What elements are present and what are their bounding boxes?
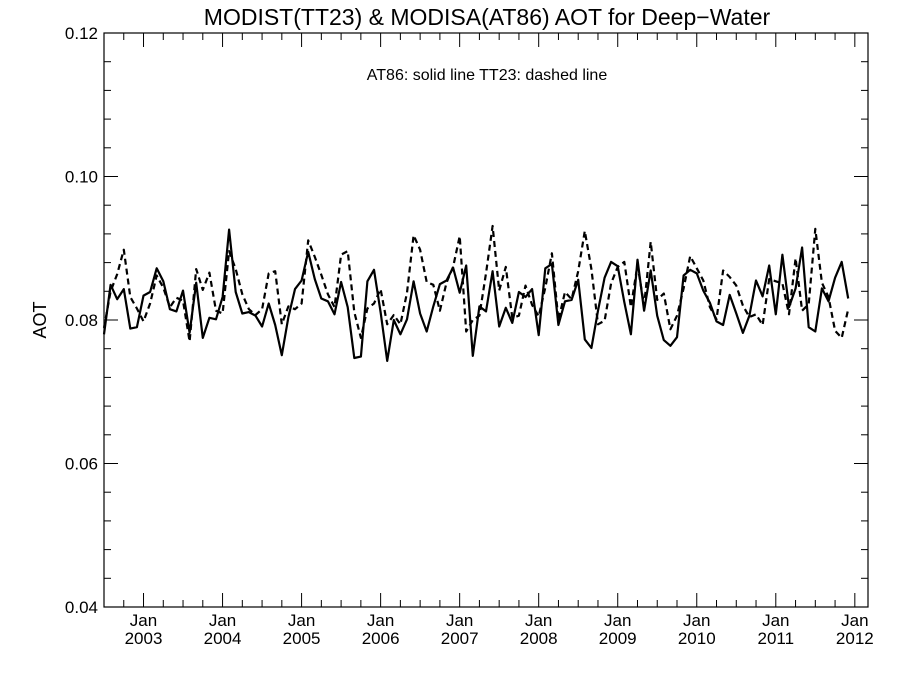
x-tick-label-month: Jan (525, 611, 552, 630)
series-tt23-line (102, 224, 850, 343)
x-tick-label-month: Jan (367, 611, 394, 630)
x-tick-label-month: Jan (446, 611, 473, 630)
x-tick-label-year: 2005 (283, 629, 321, 648)
series-layer (102, 224, 850, 362)
chart-title: MODIST(TT23) & MODISA(AT86) AOT for Deep… (204, 4, 771, 30)
axes: 0.040.060.080.100.12Jan2003Jan2004Jan200… (65, 24, 874, 648)
y-tick-label: 0.08 (65, 311, 98, 330)
x-tick-label-month: Jan (604, 611, 631, 630)
legend-annotation: AT86: solid line TT23: dashed line (367, 67, 608, 84)
x-tick-label-year: 2009 (599, 629, 637, 648)
x-tick-label-month: Jan (130, 611, 157, 630)
y-tick-label: 0.10 (65, 168, 98, 187)
x-tick-label-year: 2003 (125, 629, 163, 648)
x-tick-label-month: Jan (209, 611, 236, 630)
y-tick-label: 0.12 (65, 24, 98, 43)
y-axis-label: AOT (30, 301, 50, 338)
x-tick-label-year: 2007 (441, 629, 479, 648)
x-tick-label-year: 2011 (758, 629, 795, 648)
x-tick-label-year: 2004 (204, 629, 242, 648)
plot-frame (103, 32, 869, 608)
x-tick-label-year: 2008 (520, 629, 558, 648)
series-at86-line (102, 228, 850, 362)
x-tick-label-month: Jan (683, 611, 710, 630)
x-tick-label-year: 2010 (678, 629, 716, 648)
x-tick-label-year: 2012 (836, 629, 874, 648)
y-tick-label: 0.04 (65, 598, 98, 617)
x-tick-label-month: Jan (288, 611, 315, 630)
x-tick-label-year: 2006 (362, 629, 400, 648)
x-tick-label-month: Jan (841, 611, 868, 630)
y-tick-label: 0.06 (65, 455, 98, 474)
x-tick-label-month: Jan (762, 611, 789, 630)
